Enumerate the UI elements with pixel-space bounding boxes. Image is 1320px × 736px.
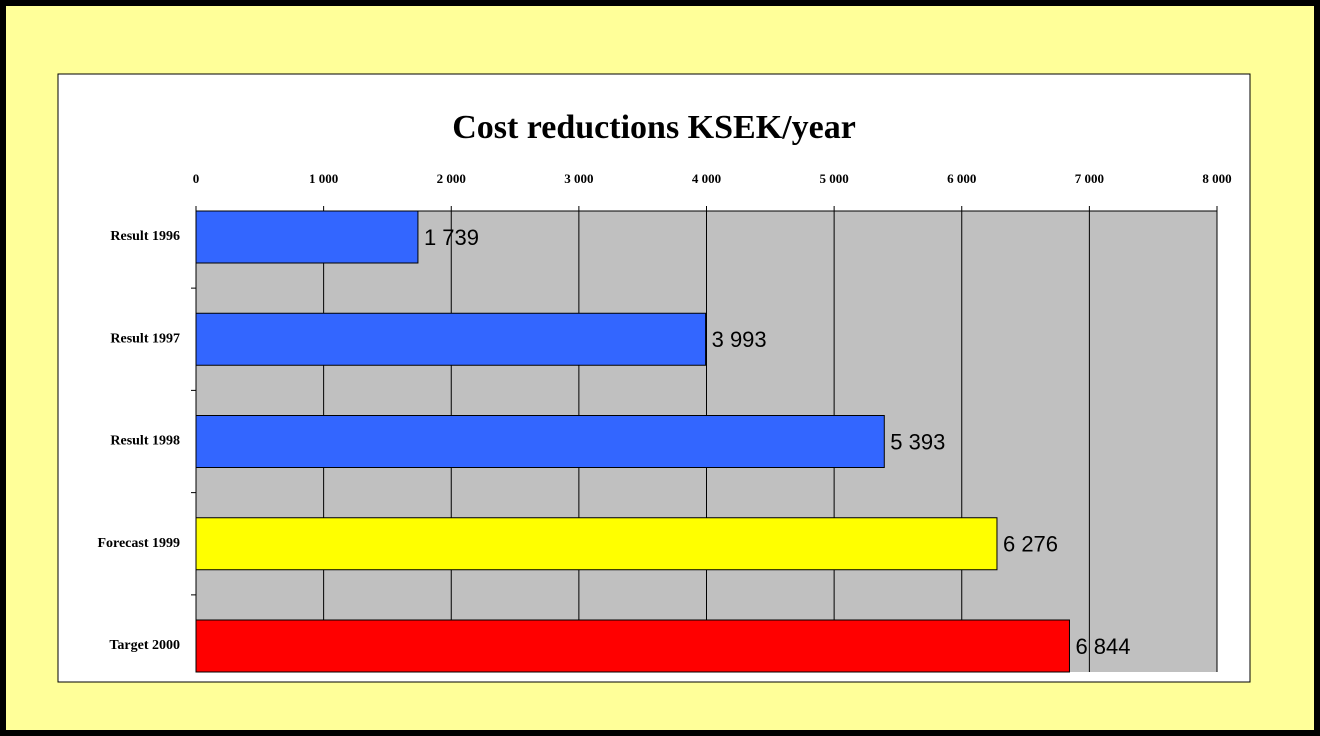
data-label: 3 993 (712, 327, 767, 352)
x-tick-label: 4 000 (692, 171, 721, 186)
x-tick-label: 1 000 (309, 171, 338, 186)
x-tick-label: 2 000 (437, 171, 466, 186)
y-tick-label: Result 1998 (110, 434, 180, 449)
data-label: 6 276 (1003, 532, 1058, 557)
y-tick-label: Forecast 1999 (97, 536, 180, 551)
y-tick-label: Result 1997 (110, 331, 180, 346)
bar (195, 210, 419, 264)
bar (195, 312, 707, 366)
x-tick-label: 3 000 (564, 171, 593, 186)
bar (195, 619, 1070, 673)
bar (195, 517, 998, 571)
data-label: 6 844 (1075, 634, 1130, 659)
x-tick-label: 5 000 (820, 171, 849, 186)
bar (195, 415, 885, 468)
chart-title: Cost reductions KSEK/year (452, 109, 856, 146)
y-tick-label: Result 1996 (110, 229, 180, 244)
data-label: 1 739 (424, 225, 479, 250)
x-tick-label: 0 (193, 171, 200, 186)
data-label: 5 393 (890, 429, 945, 454)
x-tick-label: 8 000 (1202, 171, 1231, 186)
x-tick-label: 6 000 (947, 171, 976, 186)
y-tick-label: Target 2000 (109, 638, 180, 653)
x-tick-label: 7 000 (1075, 171, 1104, 186)
